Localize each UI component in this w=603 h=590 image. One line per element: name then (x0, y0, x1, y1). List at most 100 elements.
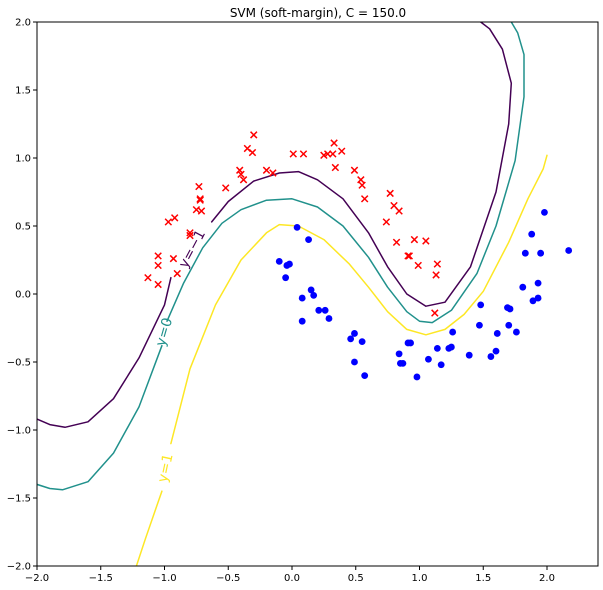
point-x-marker (154, 261, 162, 270)
point-x-marker (382, 218, 391, 226)
point-circle-marker (537, 249, 545, 257)
y-tick-label: 1.5 (15, 86, 31, 97)
point-x-marker (239, 176, 248, 184)
point-x-marker (410, 235, 419, 244)
y-tick-label: −2.0 (7, 562, 31, 573)
point-circle-marker (477, 301, 485, 309)
contour-line-level-1-seg-0 (135, 490, 163, 566)
point-circle-marker (506, 305, 514, 313)
point-x-marker (197, 207, 206, 215)
point-circle-marker (505, 321, 513, 329)
contour-label-level-0: y=0 (153, 316, 176, 348)
point-circle-marker (298, 294, 306, 302)
point-x-marker (173, 269, 181, 278)
point-circle-marker (534, 294, 542, 302)
point-circle-marker (447, 343, 455, 351)
point-x-marker (269, 169, 277, 177)
point-circle-marker (286, 260, 293, 268)
contour-line-level-0-seg-1 (166, 22, 525, 324)
point-circle-marker (325, 315, 333, 322)
point-x-marker (392, 238, 401, 247)
point-circle-marker (413, 373, 421, 381)
point-x-marker (164, 218, 173, 226)
point-x-marker (331, 163, 340, 172)
point-x-marker (262, 166, 271, 174)
point-x-marker (329, 150, 337, 158)
point-x-marker (192, 205, 201, 214)
point-circle-marker (407, 339, 414, 347)
point-circle-marker (395, 350, 403, 358)
point-circle-marker (358, 338, 366, 345)
point-x-marker (337, 147, 346, 155)
y-tick-label: 0.0 (15, 290, 31, 301)
contour-line-level--1-seg-0 (37, 276, 172, 429)
point-circle-marker (493, 330, 501, 337)
contour-line-level-1-seg-1 (170, 154, 548, 445)
x-tick-label: −2.0 (25, 573, 49, 584)
point-x-marker (221, 184, 230, 192)
point-x-marker (196, 196, 204, 204)
x-tick-label: 0.0 (284, 573, 300, 584)
point-circle-marker (347, 335, 355, 343)
contour-label-level-1: y=1 (155, 452, 177, 484)
y-tick-label: 2.0 (15, 18, 31, 29)
point-circle-marker (275, 257, 283, 265)
point-x-marker (360, 195, 369, 203)
y-tick-label: −0.5 (7, 358, 31, 369)
x-tick-label: 2.0 (539, 573, 555, 584)
point-circle-marker (449, 328, 457, 336)
point-circle-marker (282, 274, 290, 282)
point-circle-marker (513, 328, 520, 336)
y-axis: −2.0 −1.5 −1.0 −0.5 0.0 0.5 1.0 1.5 2.0 (7, 18, 37, 573)
point-circle-marker (492, 347, 500, 355)
point-x-marker (154, 280, 162, 289)
point-x-marker (299, 150, 308, 158)
point-x-marker (289, 150, 298, 158)
contour-line-level--1-seg-1 (210, 22, 513, 307)
point-circle-marker (310, 291, 318, 299)
point-x-marker (196, 195, 204, 203)
data-points (144, 131, 573, 381)
point-x-marker (154, 252, 162, 260)
decision-contours (37, 22, 548, 566)
point-x-marker (170, 214, 179, 222)
point-x-marker (404, 252, 412, 260)
point-x-marker (395, 207, 403, 215)
point-circle-marker (521, 249, 529, 257)
x-tick-label: 1.5 (475, 573, 491, 584)
point-circle-marker (528, 230, 536, 238)
point-circle-marker (351, 358, 358, 366)
point-circle-marker (487, 353, 495, 360)
point-x-marker (330, 139, 338, 147)
point-x-marker (357, 176, 365, 184)
point-x-marker (414, 261, 422, 270)
point-x-marker (422, 237, 430, 245)
point-x-marker (431, 309, 439, 317)
point-x-marker (169, 254, 178, 263)
point-circle-marker (298, 317, 306, 325)
point-x-marker (237, 170, 245, 179)
point-circle-marker (519, 283, 527, 291)
y-tick-label: 1.0 (15, 154, 31, 165)
point-x-marker (186, 229, 194, 237)
contour-line-level-0-seg-0 (37, 344, 163, 491)
point-circle-marker (437, 361, 445, 369)
point-x-marker (195, 182, 203, 191)
x-tick-label: 1.0 (412, 573, 428, 584)
point-x-marker (433, 260, 442, 268)
point-x-marker (248, 148, 257, 157)
point-circle-marker (465, 351, 473, 359)
point-x-marker (386, 189, 394, 198)
y-tick-label: 0.5 (15, 222, 31, 233)
point-circle-marker (534, 279, 542, 287)
point-circle-marker (433, 345, 441, 352)
point-circle-marker (321, 306, 329, 314)
point-x-marker (405, 252, 414, 260)
point-circle-marker (305, 236, 312, 244)
x-tick-label: −1.5 (89, 573, 113, 584)
point-circle-marker (565, 247, 573, 254)
point-x-marker (432, 271, 440, 279)
point-circle-marker (307, 286, 315, 294)
x-tick-label: −1.0 (152, 573, 176, 584)
